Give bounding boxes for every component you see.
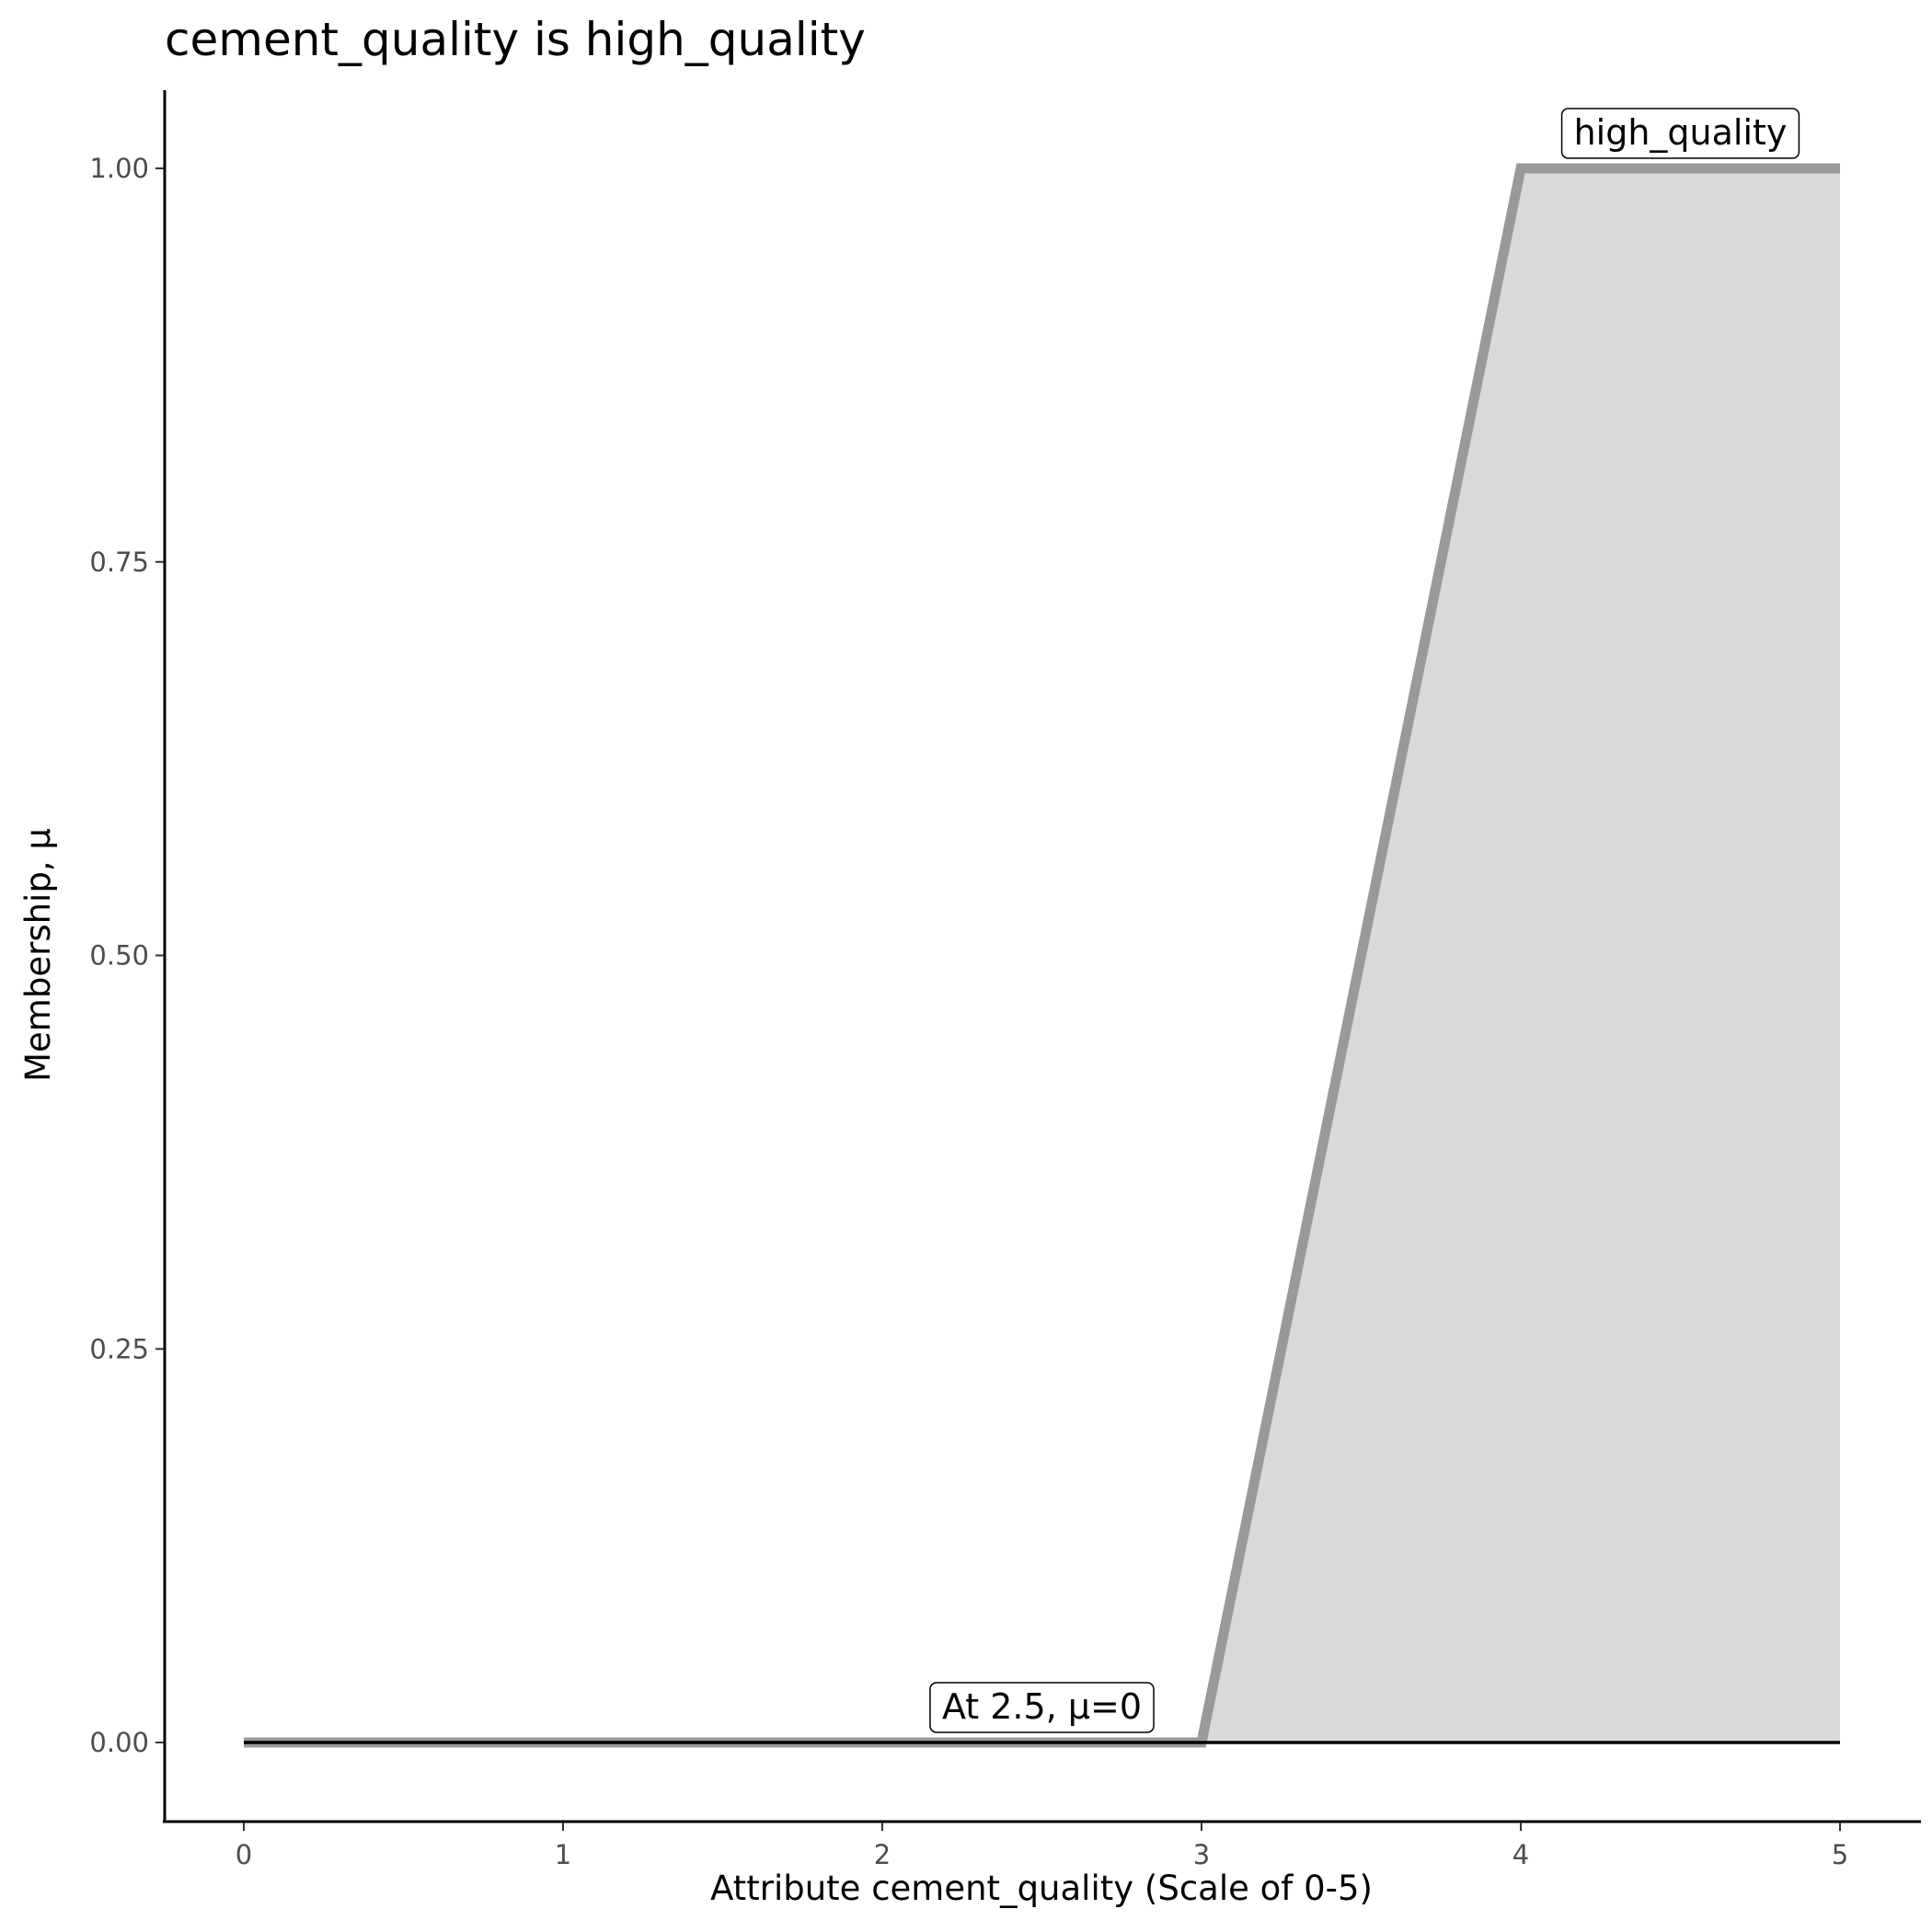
y-tick-label: 0.00 [89,1727,149,1758]
annotation-box [1560,108,1800,159]
y-tick-label: 1.00 [89,153,149,184]
chart-title: cement_quality is high_quality [165,13,866,66]
plot-area: high_quality At 2.5, μ=0 [244,108,1840,1748]
x-tick-label: 0 [236,1839,252,1870]
x-tick-label: 2 [874,1839,891,1870]
x-tick-label: 4 [1512,1839,1529,1870]
annotation-label: At 2.5, μ=0 [929,1682,1155,1733]
annotation-box [929,1682,1155,1733]
series-area-0 [244,168,1840,1742]
x-tick-label: 5 [1832,1839,1848,1870]
x-tick-label: 1 [555,1839,571,1870]
x-ticks: 0 1 2 3 4 5 [236,1823,1848,1870]
y-axis-title: Membership, μ [18,828,58,1082]
x-axis-title: Attribute cement_quality (Scale of 0-5) [710,1869,1373,1908]
annotation-label: high_quality [1560,108,1800,159]
annotation-text: At 2.5, μ=0 [942,1686,1142,1727]
y-ticks: 0.00 0.25 0.50 0.75 1.00 [89,153,164,1758]
y-tick-label: 0.25 [89,1333,149,1364]
y-tick-label: 0.50 [89,940,149,972]
y-tick-label: 0.75 [89,546,149,578]
annotation-text: high_quality [1574,112,1788,153]
x-tick-label: 3 [1193,1839,1210,1870]
